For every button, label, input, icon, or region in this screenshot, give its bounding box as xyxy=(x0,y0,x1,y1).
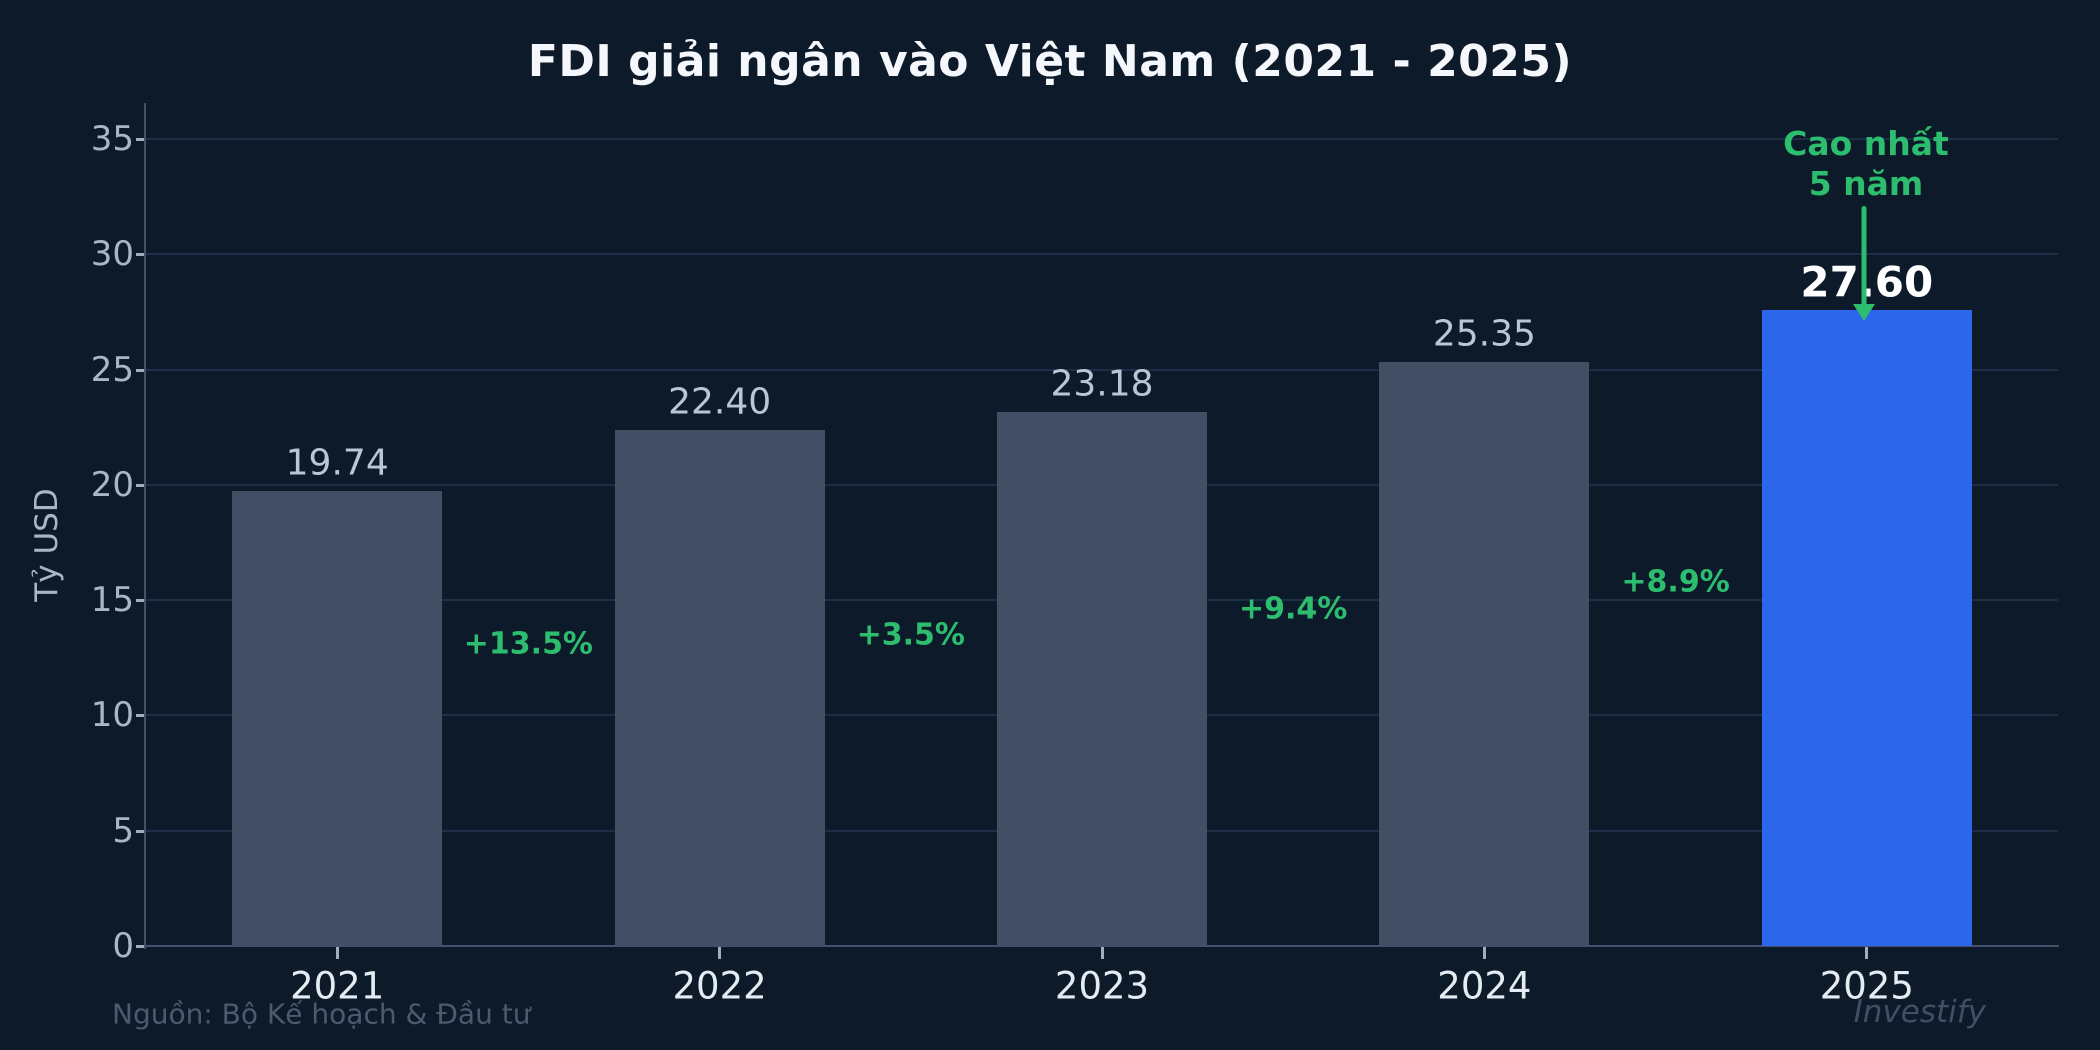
bar-2021 xyxy=(232,490,443,946)
value-label-2024: 25.35 xyxy=(1432,313,1536,354)
y-tickmark-35 xyxy=(136,138,146,141)
x-tick-label-2023: 2023 xyxy=(1054,964,1150,1008)
highlight-annotation: Cao nhất 5 năm xyxy=(1783,124,1949,204)
growth-label-4: +8.9% xyxy=(1621,564,1730,600)
bar-2025 xyxy=(1761,309,1972,946)
source-note: Nguồn: Bộ Kế hoạch & Đầu tư xyxy=(112,997,531,1031)
x-tickmark-2025 xyxy=(1865,947,1869,959)
x-tick-label-2022: 2022 xyxy=(672,964,767,1008)
y-tick-label-25: 25 xyxy=(90,349,134,390)
y-tickmark-20 xyxy=(136,483,146,487)
growth-label-3: +9.4% xyxy=(1239,591,1348,627)
gridline-35 xyxy=(146,138,2058,140)
x-tickmark-2024 xyxy=(1482,947,1486,959)
x-axis-spine xyxy=(146,945,2059,947)
annotation-arrow-shaft xyxy=(1861,206,1867,306)
gridline-30 xyxy=(146,253,2058,256)
y-tickmark-15 xyxy=(136,599,146,603)
y-tick-label-0: 0 xyxy=(112,926,134,966)
highlight-annotation-line2: 5 năm xyxy=(1808,164,1924,203)
growth-label-2: +3.5% xyxy=(856,617,965,653)
value-label-2025: 27.60 xyxy=(1800,257,1934,307)
x-tickmark-2023 xyxy=(1100,947,1104,959)
value-label-2022: 22.40 xyxy=(668,381,772,423)
y-tick-label-10: 10 xyxy=(90,695,134,736)
x-tick-label-2024: 2024 xyxy=(1437,964,1532,1008)
y-tick-label-20: 20 xyxy=(90,464,134,505)
watermark: Investify xyxy=(1853,994,1986,1030)
growth-label-1: +13.5% xyxy=(463,626,593,662)
y-tick-label-5: 5 xyxy=(112,810,134,851)
value-label-2023: 23.18 xyxy=(1050,363,1154,405)
x-tick-label-2025: 2025 xyxy=(1819,964,1914,1008)
y-tickmark-0 xyxy=(136,945,146,948)
annotation-arrow-icon xyxy=(1853,304,1875,321)
y-tickmark-10 xyxy=(136,714,146,718)
y-tick-label-15: 15 xyxy=(90,580,134,621)
gridline-25 xyxy=(146,368,2058,371)
y-axis-spine xyxy=(144,103,146,949)
y-tick-label-30: 30 xyxy=(90,234,134,275)
y-tick-label-35: 35 xyxy=(90,119,134,159)
value-label-2021: 19.74 xyxy=(285,442,389,484)
x-tickmark-2021 xyxy=(335,947,339,959)
chart-title: FDI giải ngân vào Việt Nam (2021 - 2025) xyxy=(527,36,1573,87)
y-tickmark-30 xyxy=(136,253,146,257)
y-tickmark-5 xyxy=(136,829,146,833)
x-tick-label-2021: 2021 xyxy=(290,964,385,1008)
bar-2023 xyxy=(997,411,1207,946)
highlight-annotation-line1: Cao nhất xyxy=(1783,124,1949,163)
x-tickmark-2022 xyxy=(718,947,722,959)
bar-2024 xyxy=(1379,361,1590,946)
bar-2022 xyxy=(614,429,825,946)
y-tickmark-25 xyxy=(136,368,146,372)
